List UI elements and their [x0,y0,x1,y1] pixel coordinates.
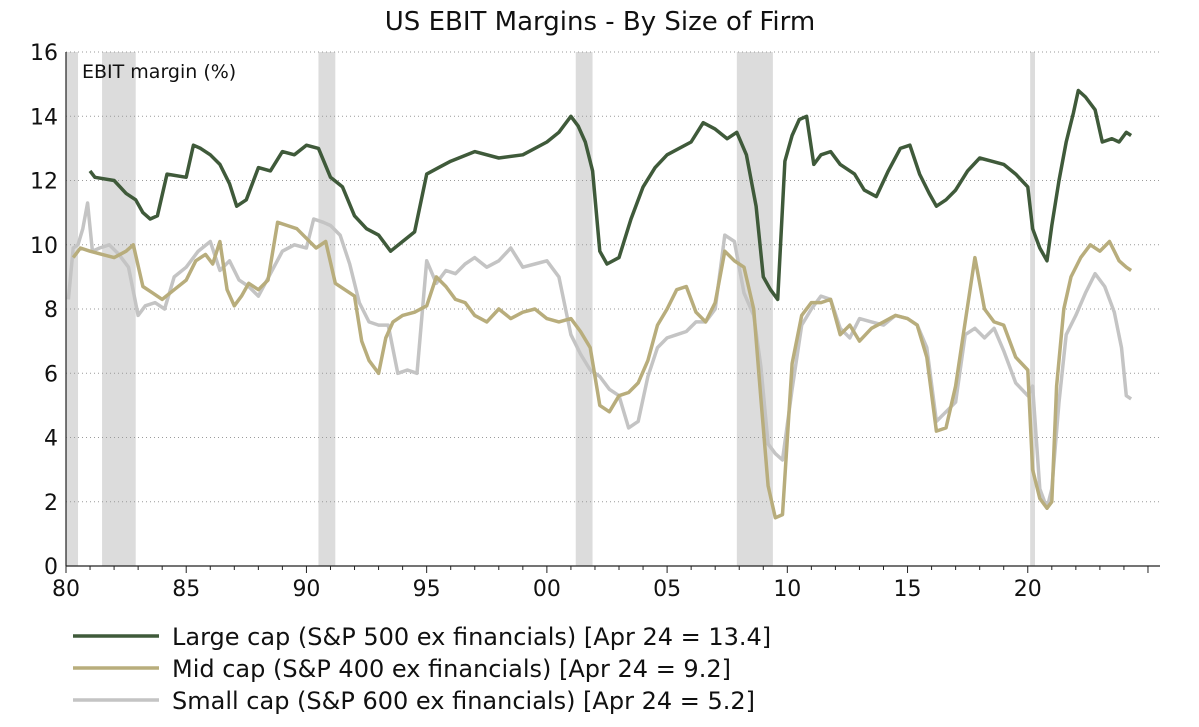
x-tick-label: 95 [413,577,441,602]
series-line-1 [71,220,1133,520]
x-tick-label: 00 [533,577,561,602]
axes [65,52,1160,573]
y-tick-label: 10 [30,234,58,259]
tick-labels: 0 2 4 6 8 10 12 14 16 80 85 90 95 00 05 10 15 20 [30,41,1042,602]
legend-label-0: Large cap (S&P 500 ex financials) [Apr 2… [172,623,771,651]
gridlines [66,51,1160,503]
x-tick-label: 90 [292,577,320,602]
x-tick-label: 15 [894,577,922,602]
x-tick-label: 80 [52,577,80,602]
y-tick-label: 0 [44,555,58,580]
y-tick-label: 4 [44,427,58,452]
x-tick-label: 10 [773,577,801,602]
series-line-0 [88,88,1133,302]
recession-band-3 [575,52,593,566]
recession-band-0 [66,52,79,566]
legend-label-2: Small cap (S&P 600 ex financials) [Apr 2… [172,687,755,715]
series-lines [66,88,1133,520]
y-tick-label: 16 [30,41,58,66]
chart-title: US EBIT Margins - By Size of Firm [385,7,815,37]
series-line-2 [66,201,1133,510]
y-tick-label: 2 [44,491,58,516]
y-tick-label: 12 [30,170,58,195]
y-tick-label: 6 [44,362,58,387]
x-tick-label: 85 [172,577,200,602]
legend-label-1: Mid cap (S&P 400 ex financials) [Apr 24 … [172,655,731,683]
y-tick-label: 8 [44,298,58,323]
legend: Large cap (S&P 500 ex financials) [Apr 2… [73,623,771,715]
y-axis-label: EBIT margin (%) [82,61,236,83]
x-tick-label: 05 [653,577,681,602]
y-tick-label: 14 [30,105,58,130]
x-tick-label: 20 [1014,577,1042,602]
recession-band-5 [1030,52,1035,566]
